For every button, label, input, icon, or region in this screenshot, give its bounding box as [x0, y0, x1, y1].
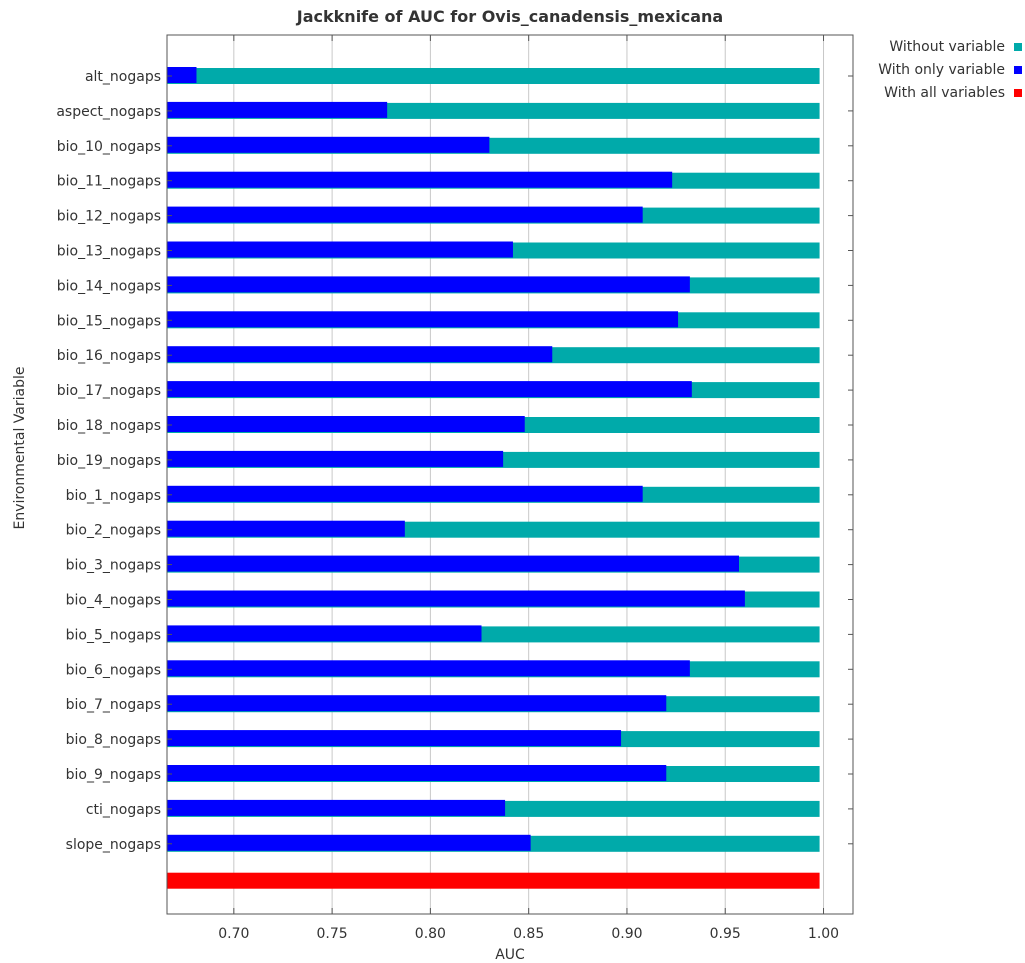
bar-with-only-variable	[167, 695, 667, 712]
y-category-label: bio_4_nogaps	[66, 593, 161, 609]
y-category-label: bio_2_nogaps	[66, 523, 161, 539]
bar-with-only-variable	[167, 450, 504, 467]
bar-with-only-variable	[167, 346, 553, 363]
legend-swatch	[1014, 43, 1022, 51]
x-axis-labels: 0.70 0.75 0.80 0.85 0.90 0.95 1.00	[218, 926, 839, 942]
y-axis-title: Environmental Variable	[12, 367, 28, 530]
bar-with-only-variable	[167, 730, 622, 747]
y-category-label: bio_15_nogaps	[57, 313, 161, 329]
grid-lines	[233, 35, 825, 914]
x-tick-label: 0.70	[218, 926, 249, 942]
y-category-label: bio_10_nogaps	[57, 139, 161, 155]
y-category-label: bio_19_nogaps	[57, 453, 161, 469]
bar-with-only-variable	[167, 485, 643, 502]
y-category-label: bio_1_nogaps	[66, 488, 161, 504]
chart-title: Jackknife of AUC for Ovis_canadensis_mex…	[296, 7, 723, 26]
y-category-label: alt_nogaps	[85, 69, 161, 85]
bar-with-only-variable	[167, 765, 667, 781]
bar-with-only-variable	[167, 67, 197, 83]
legend-label: With only variable	[878, 62, 1005, 78]
y-category-label: bio_9_nogaps	[66, 767, 161, 783]
y-category-label: bio_13_nogaps	[57, 244, 161, 260]
bar-with-only-variable	[167, 241, 513, 258]
legend: Without variable With only variable With a…	[878, 39, 1022, 101]
y-category-label: bio_17_nogaps	[57, 383, 161, 399]
x-tick-label: 0.85	[513, 926, 544, 942]
bar-with-only-variable	[167, 206, 643, 223]
bar-with-only-variable	[167, 381, 692, 398]
y-category-label: aspect_nogaps	[56, 104, 161, 120]
axis-ticks	[167, 35, 853, 914]
y-category-label: bio_3_nogaps	[66, 558, 161, 574]
bar-with-only-variable	[167, 660, 690, 677]
bars	[167, 67, 820, 889]
legend-swatch	[1014, 66, 1022, 74]
y-category-label: bio_12_nogaps	[57, 209, 161, 225]
bar-with-only-variable	[167, 625, 482, 642]
y-category-label: cti_nogaps	[86, 802, 161, 818]
y-category-label: bio_6_nogaps	[66, 662, 161, 678]
y-category-label: bio_11_nogaps	[57, 174, 161, 190]
x-tick-label: 1.00	[808, 926, 839, 942]
legend-label: With all variables	[884, 85, 1005, 101]
bar-with-only-variable	[167, 555, 739, 572]
bar-with-only-variable	[167, 590, 745, 607]
legend-label: Without variable	[889, 39, 1005, 55]
bar-with-only-variable	[167, 101, 388, 118]
legend-swatch	[1014, 89, 1022, 97]
y-category-label: bio_7_nogaps	[66, 697, 161, 713]
y-axis-labels: alt_nogaps aspect_nogaps bio_10_nogaps bio_…	[56, 69, 161, 853]
bar-without-variable	[167, 68, 820, 84]
bar-with-only-variable	[167, 136, 490, 153]
bar-with-only-variable	[167, 276, 690, 293]
bar-with-only-variable	[167, 171, 673, 188]
bar-with-all-variables	[167, 872, 820, 889]
plot-frame	[166, 34, 854, 915]
y-category-label: slope_nogaps	[66, 837, 161, 853]
bar-with-only-variable	[167, 799, 506, 816]
x-tick-label: 0.75	[317, 926, 348, 942]
y-category-label: bio_8_nogaps	[66, 732, 161, 748]
bar-with-only-variable	[167, 311, 679, 328]
x-tick-label: 0.95	[710, 926, 741, 942]
y-category-label: bio_18_nogaps	[57, 418, 161, 434]
bar-with-only-variable	[167, 416, 525, 432]
y-category-label: bio_14_nogaps	[57, 278, 161, 294]
y-category-label: bio_5_nogaps	[66, 627, 161, 643]
y-category-label: bio_16_nogaps	[57, 348, 161, 364]
bar-with-only-variable	[167, 520, 405, 537]
bar-with-only-variable	[167, 834, 531, 851]
x-tick-label: 0.90	[611, 926, 642, 942]
x-axis-title: AUC	[495, 947, 525, 963]
x-tick-label: 0.80	[415, 926, 446, 942]
